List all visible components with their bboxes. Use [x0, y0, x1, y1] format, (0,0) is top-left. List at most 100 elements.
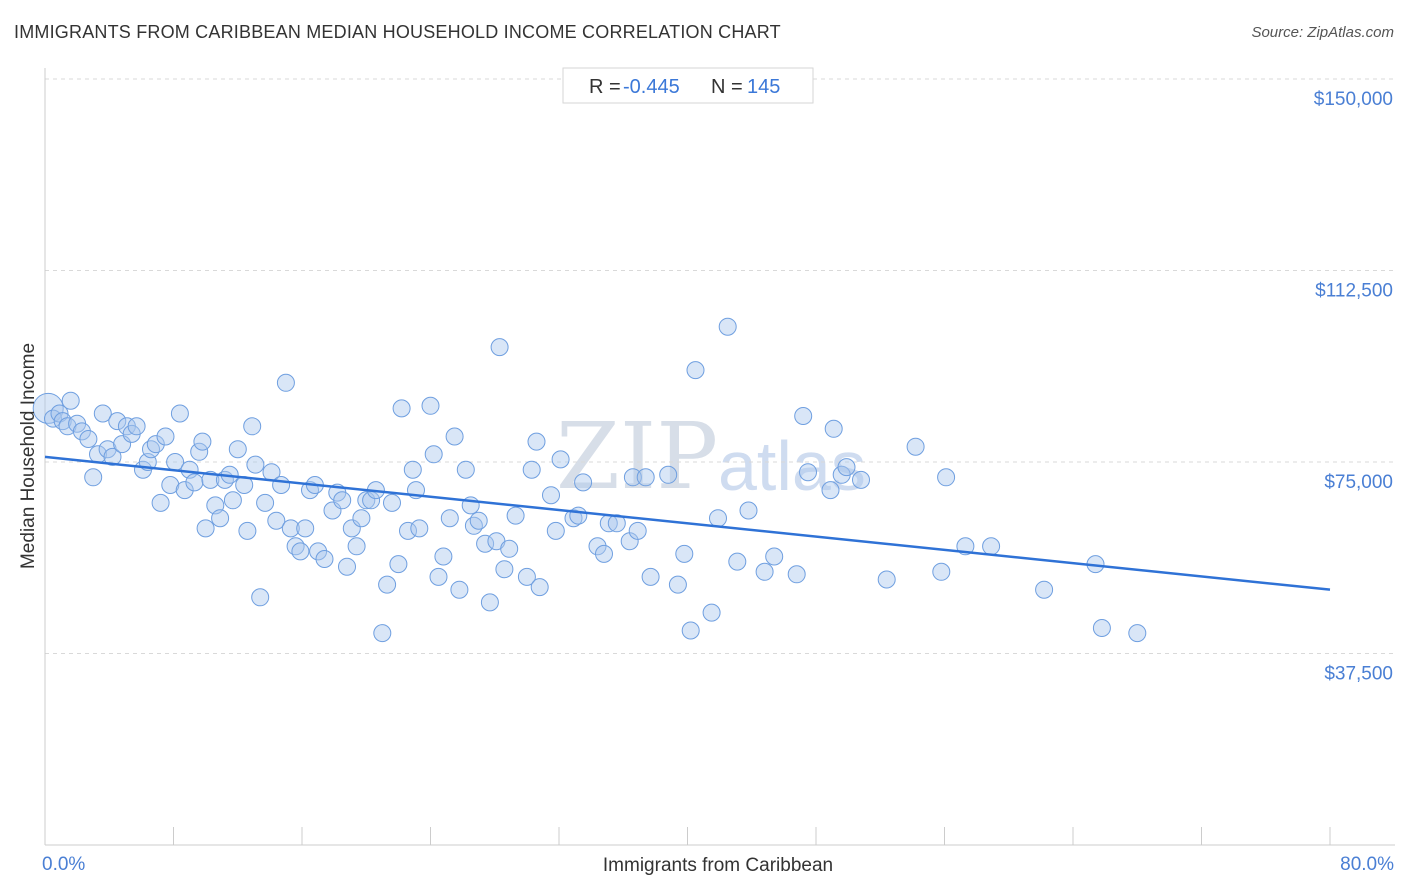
- data-point: [564, 509, 583, 528]
- gridlines: [45, 78, 1395, 654]
- watermark: ZIP atlas: [556, 403, 866, 510]
- data-point: [794, 407, 813, 425]
- data-point: [127, 417, 146, 436]
- data-point: [338, 557, 356, 576]
- data-point: [542, 486, 560, 505]
- data-point: [246, 455, 265, 474]
- data-point: [546, 521, 565, 540]
- r-value: -0.445: [623, 76, 680, 98]
- data-point: [256, 493, 275, 512]
- x-tick-label: 0.0%: [42, 854, 85, 875]
- data-point: [296, 519, 315, 538]
- data-point: [595, 544, 613, 563]
- data-point: [718, 317, 737, 336]
- data-point: [659, 465, 678, 484]
- r-label: R =: [589, 76, 621, 98]
- data-point: [551, 450, 570, 469]
- data-point: [739, 501, 758, 520]
- data-point: [352, 509, 371, 528]
- data-point: [429, 567, 448, 586]
- data-point: [403, 460, 422, 479]
- data-point: [272, 476, 291, 494]
- data-point: [389, 555, 408, 574]
- data-point: [464, 516, 483, 535]
- data-point: [228, 440, 247, 459]
- data-point: [315, 550, 334, 568]
- data-point: [53, 412, 72, 431]
- data-point: [877, 570, 896, 589]
- data-point: [456, 460, 475, 479]
- data-point: [445, 427, 464, 446]
- data-point: [852, 470, 870, 489]
- axes: [44, 68, 1395, 846]
- data-point: [399, 521, 417, 540]
- data-point: [196, 519, 215, 538]
- y-tick-label: $112,500: [1315, 281, 1393, 302]
- data-point: [982, 537, 1001, 556]
- data-point: [93, 404, 112, 423]
- data-point: [286, 537, 305, 556]
- data-point: [932, 562, 951, 581]
- data-point: [156, 427, 175, 446]
- data-point: [383, 493, 401, 512]
- data-point: [821, 481, 840, 500]
- data-point: [190, 442, 209, 461]
- data-points: [32, 317, 1147, 643]
- data-point: [799, 463, 817, 482]
- data-point: [569, 506, 588, 525]
- n-value: 145: [747, 76, 780, 98]
- data-point: [291, 542, 310, 561]
- data-point: [709, 509, 727, 528]
- data-point: [243, 417, 262, 436]
- data-point: [410, 519, 429, 538]
- data-point: [574, 473, 593, 492]
- data-point: [175, 481, 194, 500]
- data-point: [623, 468, 642, 487]
- data-point: [702, 603, 721, 622]
- data-point: [333, 491, 352, 510]
- data-point: [755, 562, 774, 581]
- data-point: [476, 534, 495, 553]
- data-point: [281, 519, 300, 538]
- data-point: [373, 624, 392, 643]
- data-point: [495, 560, 514, 579]
- data-point: [681, 621, 700, 640]
- y-tick-labels: $37,500 $75,000 $112,500 $150,000: [1314, 89, 1393, 685]
- trend-line-group: [44, 455, 1331, 591]
- data-point: [347, 537, 366, 556]
- data-point: [238, 521, 257, 540]
- x-tick-label: 80.0%: [1340, 854, 1394, 875]
- x-tick-labels: 0.0% 80.0%: [42, 854, 1394, 875]
- data-point: [79, 430, 98, 448]
- data-point: [527, 432, 546, 451]
- data-point: [765, 547, 784, 566]
- data-point: [84, 468, 103, 487]
- trend-line: [44, 455, 1331, 591]
- y-tick-label: $75,000: [1324, 472, 1393, 493]
- chart-title: IMMIGRANTS FROM CARIBBEAN MEDIAN HOUSEHO…: [14, 22, 781, 42]
- data-point: [1092, 619, 1111, 637]
- data-point: [161, 476, 180, 494]
- data-point: [108, 412, 127, 431]
- data-point: [151, 493, 170, 512]
- data-point: [530, 578, 549, 597]
- data-point: [185, 473, 204, 492]
- data-point: [1128, 624, 1147, 643]
- data-point: [440, 509, 459, 528]
- y-tick-label: $150,000: [1314, 89, 1393, 110]
- data-point: [641, 567, 660, 586]
- data-point: [675, 544, 694, 563]
- stats-box-frame: [562, 67, 814, 104]
- data-point: [628, 521, 647, 540]
- data-point: [588, 537, 607, 556]
- data-point: [824, 419, 843, 438]
- y-axis-label: Median Household Income: [18, 343, 39, 569]
- data-point: [787, 565, 806, 584]
- chart-source: Source: ZipAtlas.com: [1251, 24, 1394, 41]
- data-point: [506, 506, 525, 525]
- data-point: [937, 468, 956, 487]
- data-point: [193, 432, 212, 451]
- data-point: [636, 468, 655, 487]
- data-point: [267, 511, 286, 530]
